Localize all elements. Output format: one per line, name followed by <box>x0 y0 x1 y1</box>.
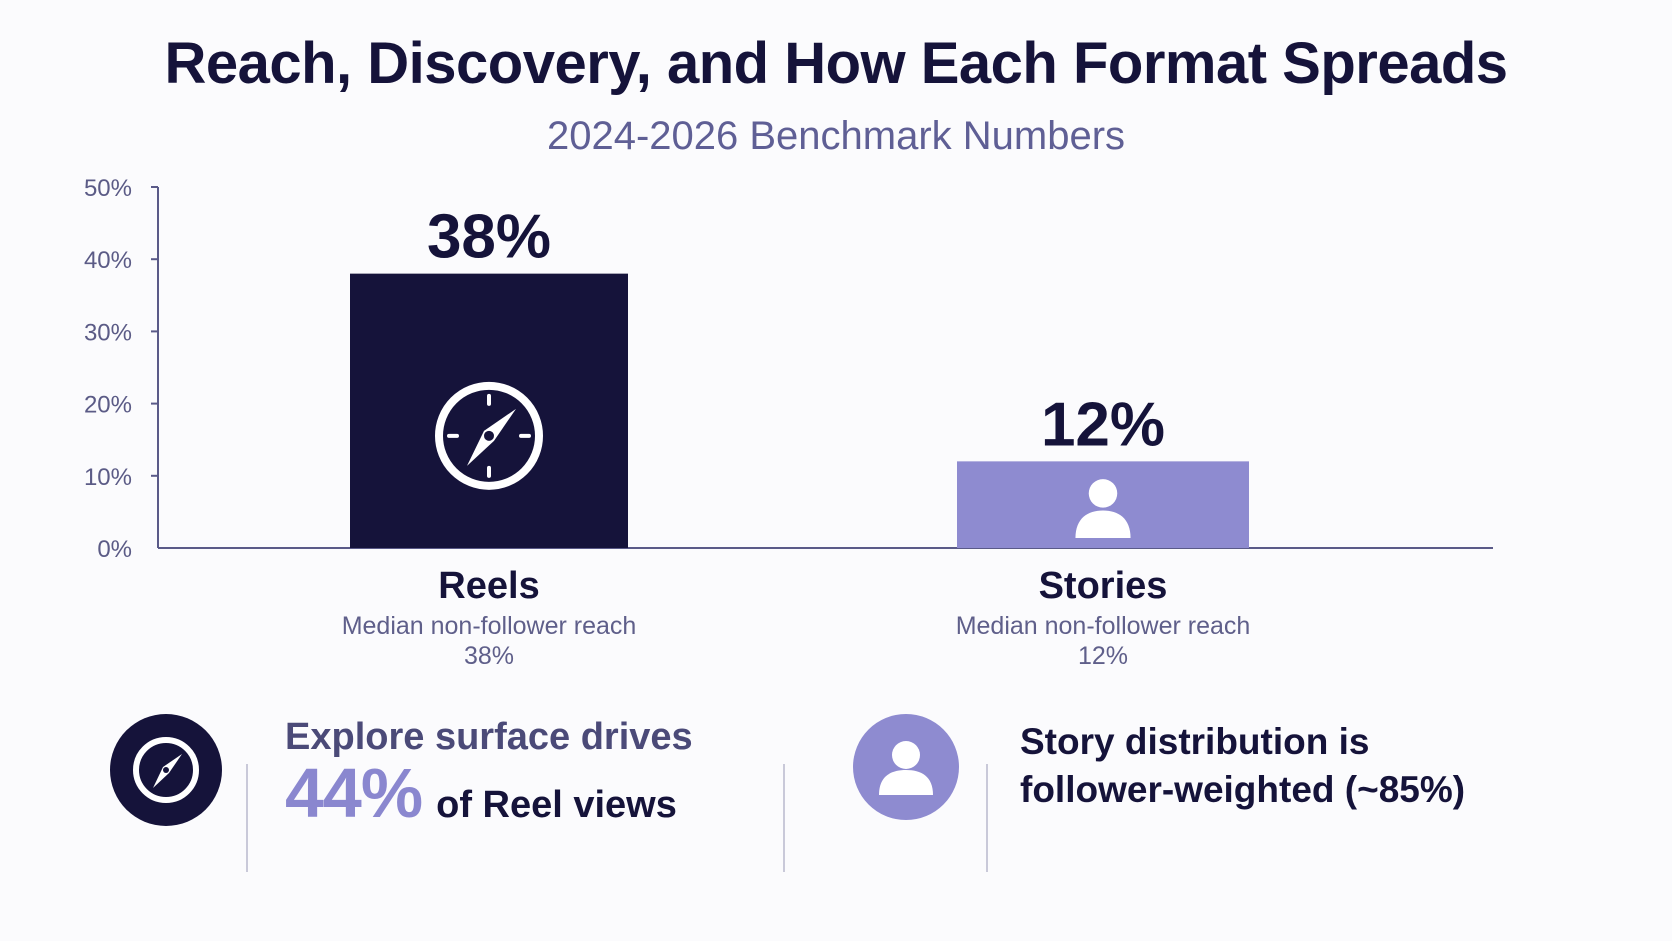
y-axis: 0% 10% 20% 30% 40% 50% <box>84 175 1493 563</box>
category-description-reels: Median non-follower reach <box>342 612 637 640</box>
category-description-stories: Median non-follower reach <box>956 612 1251 640</box>
page-subtitle: 2024-2026 Benchmark Numbers <box>546 114 1126 158</box>
category-description-value-reels: 38% <box>464 642 514 670</box>
compass-icon <box>439 386 539 486</box>
y-tick-label: 20% <box>84 392 132 419</box>
compass-icon <box>133 737 199 803</box>
stories-callout: Story distribution is follower-weighted … <box>1020 718 1465 814</box>
bar-chart: 0% 10% 20% 30% 40% 50% 38% 12% Reels Median non… <box>84 175 1493 670</box>
stories-callout-line2: follower-weighted (~85%) <box>1020 769 1466 810</box>
explore-callout: Explore surface drives 44% of Reel views <box>285 716 693 833</box>
y-tick-label: 0% <box>97 536 132 563</box>
explore-callout-icon-badge <box>110 714 222 826</box>
category-label-reels: Reels <box>438 565 539 607</box>
bars-group: 38% 12% <box>350 203 1249 548</box>
person-icon <box>879 741 933 795</box>
y-tick-label: 10% <box>84 464 132 491</box>
bar-reels <box>350 273 628 548</box>
category-description-value-stories: 12% <box>1078 642 1128 670</box>
explore-callout-line2: of Reel views <box>436 784 677 826</box>
stories-callout-line1: Story distribution is <box>1020 721 1370 762</box>
bar-value-label-stories: 12% <box>1041 390 1165 459</box>
callout-divider-1 <box>246 764 248 872</box>
y-tick-label: 30% <box>84 319 132 346</box>
explore-callout-highlight: 44% <box>285 754 423 832</box>
stories-callout-icon-badge <box>853 714 959 820</box>
page-title: Reach, Discovery, and How Each Format Sp… <box>164 31 1508 96</box>
category-label-stories: Stories <box>1039 565 1168 607</box>
y-tick-label: 50% <box>84 175 132 202</box>
callout-divider-3 <box>986 764 988 872</box>
y-tick-label: 40% <box>84 247 132 274</box>
explore-callout-line1: Explore surface drives <box>285 716 693 758</box>
bar-value-label-reels: 38% <box>427 203 551 272</box>
callout-divider-2 <box>783 764 785 872</box>
